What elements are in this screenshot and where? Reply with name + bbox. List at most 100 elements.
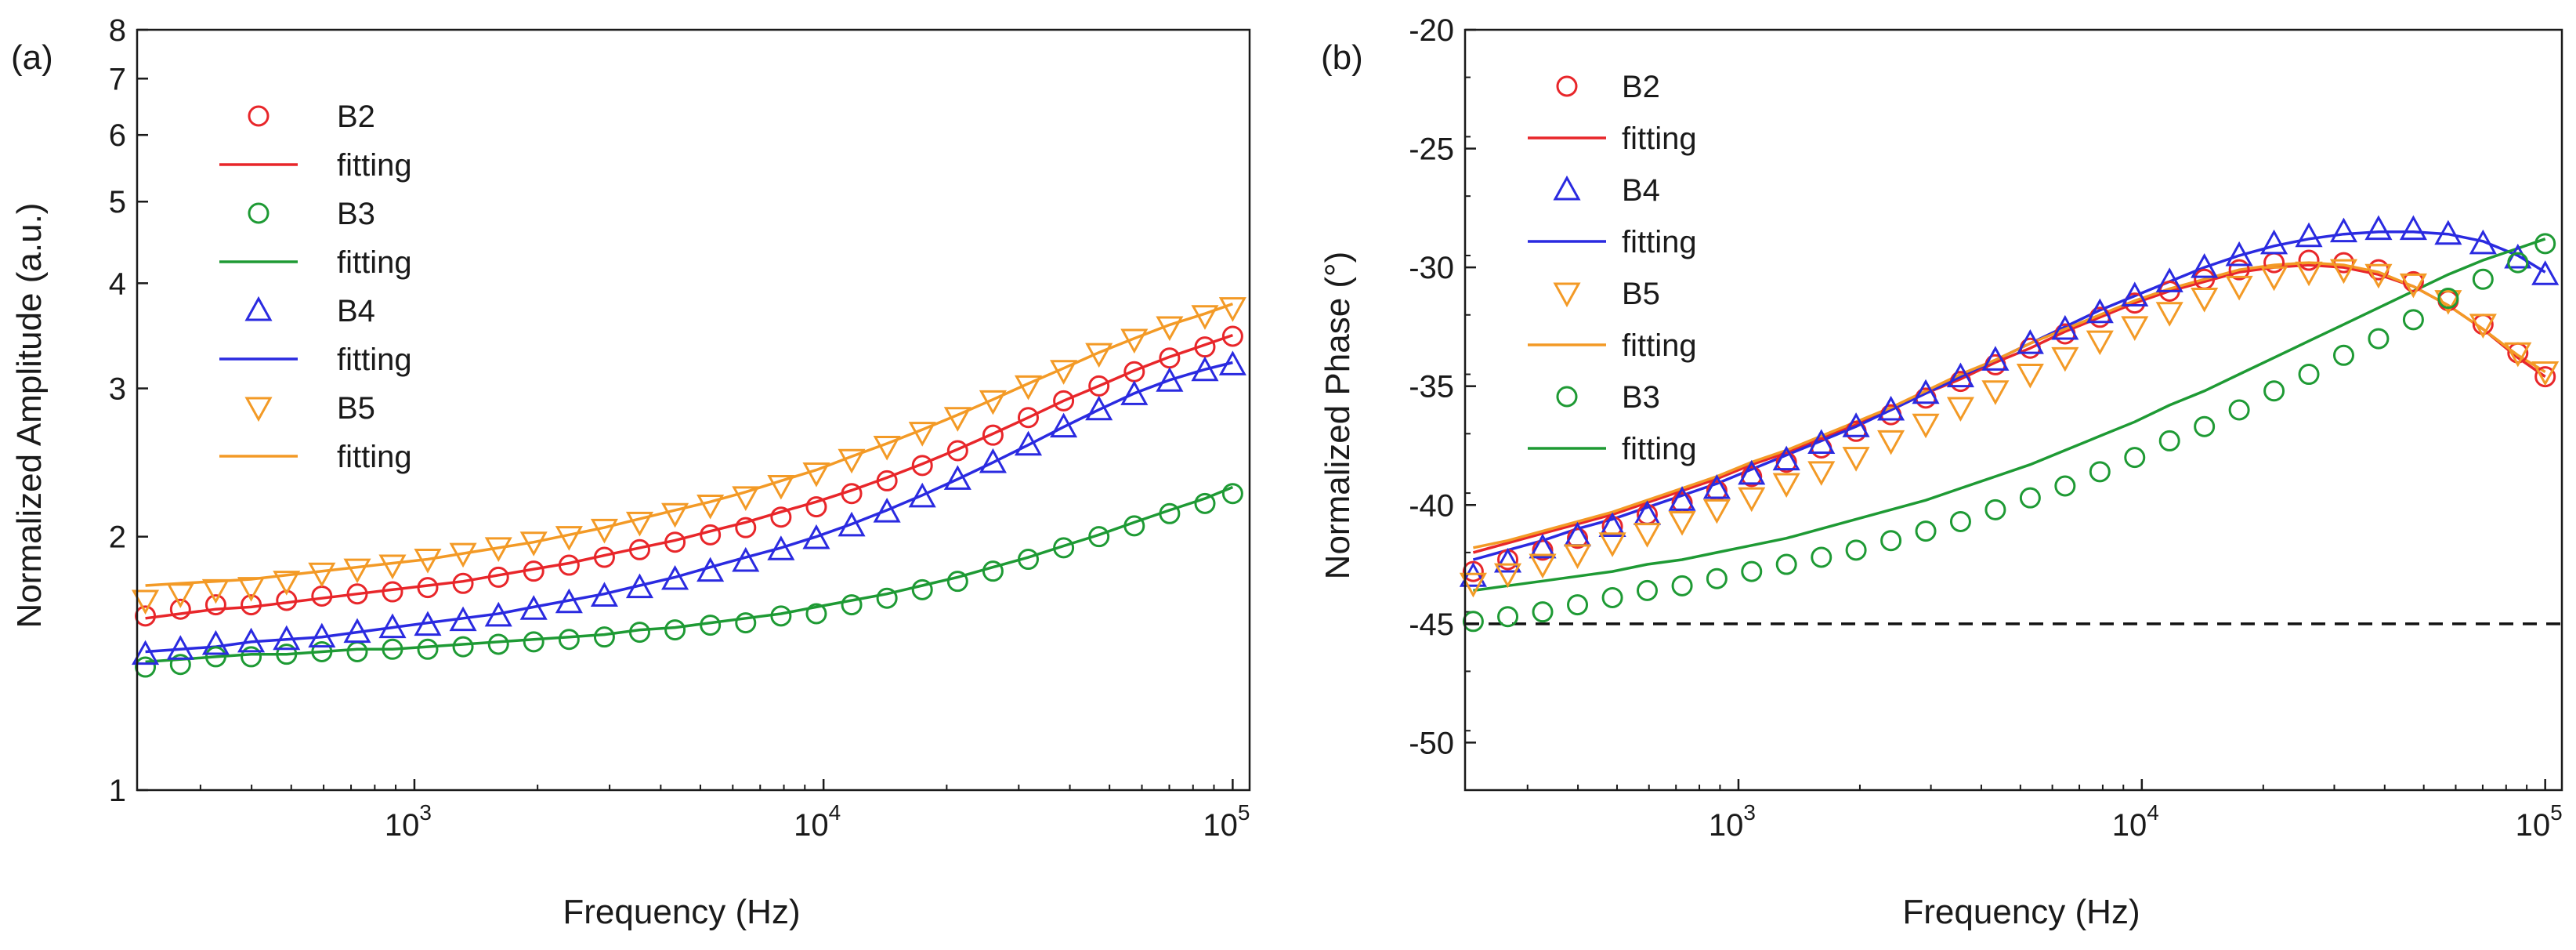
- data-point-b3: [452, 636, 474, 658]
- data-point-b3: [1601, 586, 1623, 608]
- data-point-b5: [732, 486, 760, 511]
- data-point-b3: [2472, 268, 2494, 290]
- x-tick-label: 104: [2112, 800, 2159, 843]
- data-point-b2: [487, 566, 509, 588]
- y-tick-label: 2: [109, 520, 126, 555]
- y-tick-label: -45: [1409, 607, 1454, 642]
- data-point-b2: [135, 605, 157, 627]
- data-point-b5: [484, 537, 512, 562]
- legend-label: B2: [337, 100, 375, 134]
- y-tick-label: -25: [1409, 132, 1454, 167]
- data-point-b5: [1156, 316, 1184, 342]
- data-point-b2: [2402, 270, 2424, 292]
- data-point-b5: [237, 577, 266, 602]
- data-point-b4: [1981, 346, 2010, 371]
- legend-label: B2: [1622, 70, 1660, 104]
- data-point-b2: [169, 598, 191, 620]
- data-point-b5: [1946, 397, 1974, 422]
- panel-a-plot-frame: [136, 28, 1251, 792]
- data-point-b4: [2051, 314, 2079, 340]
- data-point-b5: [1191, 305, 1219, 330]
- data-point-b3: [487, 633, 509, 655]
- data-point-b2: [558, 554, 580, 576]
- data-point-b3: [841, 594, 863, 616]
- data-point-b3: [2263, 380, 2285, 402]
- data-point-b5: [555, 526, 583, 551]
- data-point-b2: [346, 583, 368, 605]
- data-point-b3: [2158, 430, 2180, 451]
- x-tick-label: 103: [1709, 800, 1756, 843]
- data-point-b3: [2298, 364, 2320, 386]
- y-tick-label: -30: [1409, 251, 1454, 285]
- data-point-b5: [2531, 361, 2560, 386]
- legend-label: fitting: [1622, 432, 1697, 466]
- data-point-b5: [1772, 473, 1800, 499]
- data-point-b4: [1807, 429, 1836, 454]
- data-point-b4: [201, 629, 230, 655]
- data-point-b3: [700, 615, 722, 636]
- legend-label: B3: [1622, 380, 1660, 415]
- data-point-b3: [1741, 560, 1763, 582]
- data-point-b3: [982, 560, 1004, 582]
- panel-b-x-axis-title: Frequency (Hz): [1902, 893, 2140, 931]
- data-point-b3: [2507, 252, 2529, 274]
- y-tick-label: 5: [109, 185, 126, 219]
- data-point-b3: [1532, 601, 1554, 623]
- data-point-b2: [593, 546, 615, 568]
- legend-marker-b5: [244, 397, 273, 422]
- data-point-b3: [1775, 553, 1797, 575]
- data-point-b4: [2121, 281, 2149, 306]
- data-point-b4: [2086, 298, 2114, 324]
- y-tick-label: -35: [1409, 370, 1454, 404]
- data-point-b4: [273, 625, 301, 651]
- y-tick-label: 6: [109, 118, 126, 153]
- data-point-b5: [1120, 328, 1149, 354]
- data-point-b5: [1807, 461, 1836, 486]
- data-point-b3: [628, 622, 650, 644]
- data-point-b3: [1984, 499, 2006, 520]
- data-point-b5: [1218, 297, 1246, 322]
- data-point-b2: [2228, 259, 2250, 281]
- data-point-b3: [2124, 447, 2146, 469]
- data-point-b5: [767, 474, 795, 500]
- data-point-b2: [1018, 407, 1040, 429]
- fit-line-b3: [1473, 238, 2546, 593]
- legend-marker-b5: [1553, 282, 1581, 308]
- data-point-b3: [805, 603, 827, 625]
- data-point-b4: [2295, 222, 2323, 248]
- legend-label: fitting: [337, 245, 412, 280]
- data-point-b5: [343, 558, 371, 584]
- data-point-b4: [1218, 350, 1246, 375]
- data-point-b3: [1949, 510, 1971, 532]
- data-point-b3: [417, 638, 439, 660]
- panel-a-amplitude-chart: (a) Normalized Amplitude (a.u.) Frequenc…: [10, 13, 1251, 931]
- data-point-b3: [204, 646, 226, 668]
- data-point-b4: [484, 601, 512, 627]
- data-point-b4: [449, 606, 477, 632]
- fit-line-b3: [145, 485, 1234, 664]
- data-point-b3: [2228, 399, 2250, 421]
- data-point-b2: [204, 594, 226, 616]
- data-point-b4: [1529, 533, 1557, 559]
- data-point-b5: [2364, 263, 2393, 289]
- panel-a-label: (a): [11, 38, 53, 77]
- y-tick-label: -40: [1409, 488, 1454, 523]
- legend-marker-b2: [248, 105, 270, 127]
- data-point-b4: [132, 640, 160, 665]
- data-point-b3: [2368, 328, 2390, 350]
- data-point-b5: [2399, 273, 2427, 299]
- data-point-b5: [979, 390, 1007, 415]
- legend-label: fitting: [337, 148, 412, 183]
- data-point-b4: [519, 595, 548, 620]
- data-point-b4: [2364, 215, 2393, 241]
- data-point-b5: [1459, 572, 1487, 598]
- data-point-b3: [1845, 539, 1867, 561]
- data-point-b4: [343, 618, 371, 644]
- data-point-b4: [802, 524, 830, 549]
- legend-label: fitting: [1622, 328, 1697, 363]
- data-point-b4: [1772, 445, 1800, 471]
- data-point-b3: [2019, 487, 2041, 509]
- data-point-b3: [169, 654, 191, 676]
- legend-label: fitting: [337, 343, 412, 377]
- data-point-b5: [414, 549, 442, 574]
